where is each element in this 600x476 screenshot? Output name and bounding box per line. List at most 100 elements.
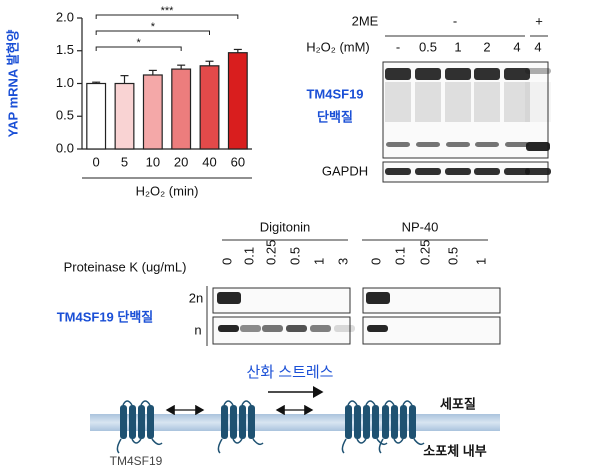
blot-band <box>367 325 388 332</box>
bar <box>171 68 192 150</box>
lane-label: 3 <box>335 258 350 265</box>
helix <box>248 405 255 439</box>
blot-band <box>386 142 410 147</box>
bar <box>114 82 135 150</box>
lane-label: 0.5 <box>445 247 460 265</box>
x-tick-label: 10 <box>146 154 160 169</box>
y-tick-label: 1.0 <box>56 75 74 90</box>
lane-label: 1 <box>454 39 461 54</box>
helix <box>345 405 352 439</box>
lane-label: 4 <box>513 39 520 54</box>
blot-band <box>286 325 307 332</box>
blot-smear <box>504 82 530 122</box>
loading-label: GAPDH <box>322 163 368 178</box>
blot-band <box>416 142 440 147</box>
y-tick-label: 2.0 <box>56 9 74 24</box>
blot-smear <box>525 82 551 122</box>
y-tick-label: 0.0 <box>56 140 74 155</box>
helix <box>230 405 237 439</box>
protein-loop <box>116 400 163 454</box>
stimulus-label: 산화 스트레스 <box>247 364 334 381</box>
y-tick-label: 1.5 <box>56 42 74 57</box>
blot-band <box>474 68 500 80</box>
blot-band <box>525 168 551 175</box>
helix <box>382 405 389 439</box>
protein-label: TM4SF19 <box>110 454 163 468</box>
x-tick-label: 60 <box>231 154 245 169</box>
blot-band <box>526 142 550 151</box>
blot-band <box>310 325 331 332</box>
lane-label: - <box>396 39 400 54</box>
helix <box>400 405 407 439</box>
target-label: 단백질 <box>317 109 353 124</box>
y-axis-label: YAP mRNA 발현양 <box>5 30 20 138</box>
significance-label: * <box>137 37 142 49</box>
group-label: NP-40 <box>402 219 439 234</box>
blot-band <box>415 68 441 80</box>
blot-band <box>505 142 529 147</box>
x-tick-label: 40 <box>202 154 216 169</box>
significance-bracket <box>95 46 182 51</box>
lane-label: 1 <box>473 258 488 265</box>
protein-loop <box>217 400 264 454</box>
reagent-label: 2ME <box>352 13 379 28</box>
blot-band <box>445 68 471 80</box>
compartment-label: 소포체 내부 <box>423 443 486 458</box>
y-tick-label: 0.5 <box>56 108 74 123</box>
lane-label: 2 <box>483 39 490 54</box>
target-label: TM4SF19 <box>306 86 363 101</box>
helix <box>409 405 416 439</box>
bar <box>86 82 107 150</box>
lane-label: 0.25 <box>263 240 278 265</box>
helix <box>372 405 379 439</box>
helix <box>138 405 145 439</box>
significance-label: * <box>151 21 156 33</box>
reagent-level: + <box>535 13 543 28</box>
group-label: Digitonin <box>260 219 311 234</box>
treatment-label: H₂O₂ (mM) <box>306 39 370 54</box>
blot-smear <box>415 82 441 122</box>
bar <box>142 74 163 150</box>
protein-loop <box>378 400 425 454</box>
helix <box>120 405 127 439</box>
lane-label: 0.1 <box>392 247 407 265</box>
blot-band <box>504 168 530 175</box>
blot-band <box>475 142 499 147</box>
lane-label: 1 <box>311 258 326 265</box>
significance-bracket <box>95 30 210 35</box>
helix <box>239 405 246 439</box>
helix <box>129 405 136 439</box>
significance-bracket <box>95 14 239 19</box>
lane-label: 0 <box>368 258 383 265</box>
lane-label: 0.5 <box>287 247 302 265</box>
protein-loop <box>341 400 388 454</box>
blot-smear <box>385 82 411 122</box>
blot-band <box>366 292 390 304</box>
blot-band <box>385 168 411 175</box>
blot-band <box>218 325 239 332</box>
blot-band <box>385 68 411 80</box>
lane-label: 0.5 <box>419 39 437 54</box>
row-label: n <box>194 322 201 337</box>
blot-band <box>240 325 261 332</box>
helix <box>363 405 370 439</box>
helix <box>391 405 398 439</box>
blot-band <box>474 168 500 175</box>
blot-band <box>262 325 283 332</box>
helix <box>147 405 154 439</box>
blot-band <box>217 292 241 304</box>
treatment-label: Proteinase K (ug/mL) <box>64 259 187 274</box>
blot-smear <box>474 82 500 122</box>
target-label: TM4SF19 단백질 <box>57 309 154 324</box>
blot-band <box>334 325 355 332</box>
compartment-label: 세포질 <box>440 396 476 411</box>
helix <box>354 405 361 439</box>
blot-band <box>446 142 470 147</box>
x-tick-label: 20 <box>174 154 188 169</box>
bar <box>227 52 248 150</box>
reagent-level: - <box>453 13 457 28</box>
blot-band <box>415 168 441 175</box>
lane-label: 4 <box>534 39 541 54</box>
lane-label: 0 <box>219 258 234 265</box>
